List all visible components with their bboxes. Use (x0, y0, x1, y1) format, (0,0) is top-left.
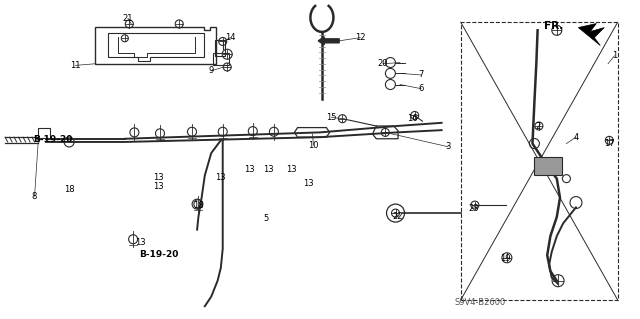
Text: 2: 2 (535, 122, 540, 130)
Text: 18: 18 (64, 185, 74, 194)
Bar (214, 40, 225, 56)
Bar (534, 157, 563, 175)
Text: 21: 21 (123, 14, 133, 23)
Bar (461, 22, 618, 300)
FancyArrow shape (318, 37, 339, 45)
Text: 9: 9 (209, 66, 214, 75)
Text: 13: 13 (136, 238, 146, 247)
Bar (212, 53, 229, 65)
Text: 13: 13 (153, 173, 163, 182)
Text: 13: 13 (303, 179, 314, 188)
Text: 13: 13 (244, 165, 255, 174)
Text: 12: 12 (355, 33, 365, 42)
Text: 3: 3 (445, 142, 451, 151)
Text: 13: 13 (264, 165, 274, 174)
Text: 20: 20 (378, 59, 388, 68)
Polygon shape (579, 24, 604, 46)
Text: 10: 10 (308, 141, 319, 150)
Text: 22: 22 (393, 212, 403, 221)
Text: 13: 13 (153, 182, 163, 191)
Text: 8: 8 (32, 192, 37, 201)
Text: 5: 5 (263, 214, 268, 223)
Text: 1: 1 (612, 51, 617, 60)
Text: 11: 11 (70, 61, 81, 70)
Text: 19: 19 (500, 254, 511, 263)
Text: 13: 13 (216, 173, 226, 182)
Text: 13: 13 (286, 165, 296, 174)
Text: FR.: FR. (544, 20, 563, 31)
Text: 23: 23 (468, 204, 479, 213)
Text: 14: 14 (225, 33, 236, 42)
Text: B-19-20: B-19-20 (33, 135, 72, 144)
Bar (38, 128, 51, 137)
Text: 18: 18 (193, 201, 204, 210)
Text: 16: 16 (408, 114, 418, 122)
Text: 17: 17 (604, 139, 614, 148)
Text: 4: 4 (573, 133, 579, 142)
Text: 6: 6 (419, 84, 424, 93)
Text: 15: 15 (326, 113, 337, 122)
Text: S9V4-B2600: S9V4-B2600 (454, 298, 506, 307)
Text: B-19-20: B-19-20 (139, 250, 179, 259)
Text: 7: 7 (419, 70, 424, 79)
